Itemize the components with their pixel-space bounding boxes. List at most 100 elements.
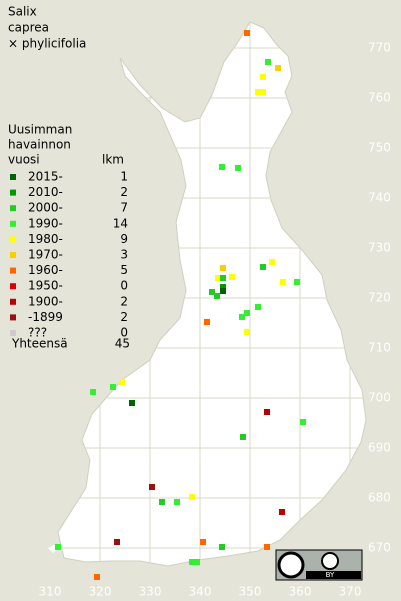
legend-swatch (10, 283, 16, 290)
license-badge: BY (275, 549, 363, 581)
observation (189, 494, 195, 500)
observation (200, 539, 206, 545)
y-tick-label: 730 (368, 241, 391, 255)
total-label: Yhteensä (11, 337, 68, 351)
legend-label: 1990- (28, 216, 63, 230)
observation (260, 264, 266, 270)
legend-header: vuosi (8, 153, 40, 167)
title-line: caprea (8, 21, 49, 35)
observation (240, 434, 246, 440)
observation (110, 384, 116, 390)
legend-count: 2 (120, 310, 128, 324)
legend-label: -1899 (28, 310, 63, 324)
observation (229, 274, 235, 280)
observation (244, 30, 250, 36)
title-line: × phylicifolia (8, 37, 86, 51)
by-icon (321, 552, 339, 570)
observation (90, 389, 96, 395)
legend-count: 1 (120, 170, 128, 184)
legend-count: 7 (120, 201, 128, 215)
legend-count: 2 (120, 294, 128, 308)
x-tick-label: 350 (239, 585, 262, 599)
observation (119, 379, 125, 385)
observation (220, 265, 226, 271)
observation (265, 59, 271, 65)
badge-strip (306, 571, 361, 579)
observation (300, 419, 306, 425)
legend-swatch (10, 189, 16, 196)
y-tick-label: 700 (368, 391, 391, 405)
x-tick-label: 340 (189, 585, 212, 599)
observation (174, 499, 180, 505)
observation (269, 259, 275, 265)
x-tick-label: 310 (39, 585, 62, 599)
legend-label: 1960- (28, 263, 63, 277)
observation (114, 539, 120, 545)
observation (244, 329, 250, 335)
legend-label: 1980- (28, 232, 63, 246)
y-tick-label: 770 (368, 41, 391, 55)
observation (189, 559, 195, 565)
observation (235, 165, 241, 171)
legend-swatch (10, 267, 16, 274)
legend-count: 9 (120, 232, 128, 246)
legend-swatch (10, 252, 16, 258)
legend-label: 1900- (28, 294, 63, 308)
x-tick-label: 330 (139, 585, 162, 599)
legend-count: 3 (120, 248, 128, 262)
legend-label: 2010- (28, 185, 63, 199)
observation (260, 74, 266, 80)
legend-label: 1950- (28, 279, 63, 293)
observation (129, 400, 135, 406)
observation (220, 275, 226, 281)
tick-labels: 310 320 330 340 350 360 3706706806907007107207… (39, 41, 391, 599)
observation (294, 279, 300, 285)
legend-header: lkm (102, 153, 124, 167)
y-tick-label: 680 (368, 491, 391, 505)
y-tick-label: 690 (368, 441, 391, 455)
observation (255, 304, 261, 310)
observation (159, 499, 165, 505)
y-tick-label: 760 (368, 91, 391, 105)
x-tick-label: 370 (339, 585, 362, 599)
cc-icon (277, 551, 305, 579)
badge-text: BY (326, 571, 335, 579)
title-line: Salix (8, 5, 37, 19)
observation (280, 279, 286, 285)
y-tick-label: 740 (368, 191, 391, 205)
observation (220, 288, 226, 294)
legend-header: havainnon (8, 138, 71, 152)
legend-swatch (10, 298, 16, 305)
observations (55, 30, 306, 580)
observation (275, 65, 281, 71)
observation (244, 310, 250, 316)
observation (220, 284, 226, 290)
observation (279, 509, 285, 515)
y-tick-label: 720 (368, 291, 391, 305)
observation (215, 275, 221, 281)
observation (55, 544, 61, 550)
observation (149, 484, 155, 490)
legend-swatch (10, 314, 16, 321)
observation (264, 409, 270, 415)
legend-swatch (10, 174, 16, 180)
observation (209, 289, 215, 295)
legend-swatch (10, 220, 16, 227)
observation (239, 314, 245, 320)
legend-count: 0 (120, 326, 128, 340)
legend-label: 2000- (28, 201, 63, 215)
observation (219, 544, 225, 550)
legend: Salix caprea × phylicifolia Uusimmanhavainn… (8, 5, 130, 351)
x-tick-label: 360 (289, 585, 312, 599)
observation (94, 574, 100, 580)
y-tick-label: 670 (368, 541, 391, 555)
observation (204, 319, 210, 325)
observation (264, 544, 270, 550)
observation (194, 559, 200, 565)
total-count: 45 (115, 337, 130, 351)
legend-swatch (10, 205, 16, 212)
observation (219, 164, 225, 170)
legend-count: 2 (120, 185, 128, 199)
legend-swatch (10, 236, 16, 243)
